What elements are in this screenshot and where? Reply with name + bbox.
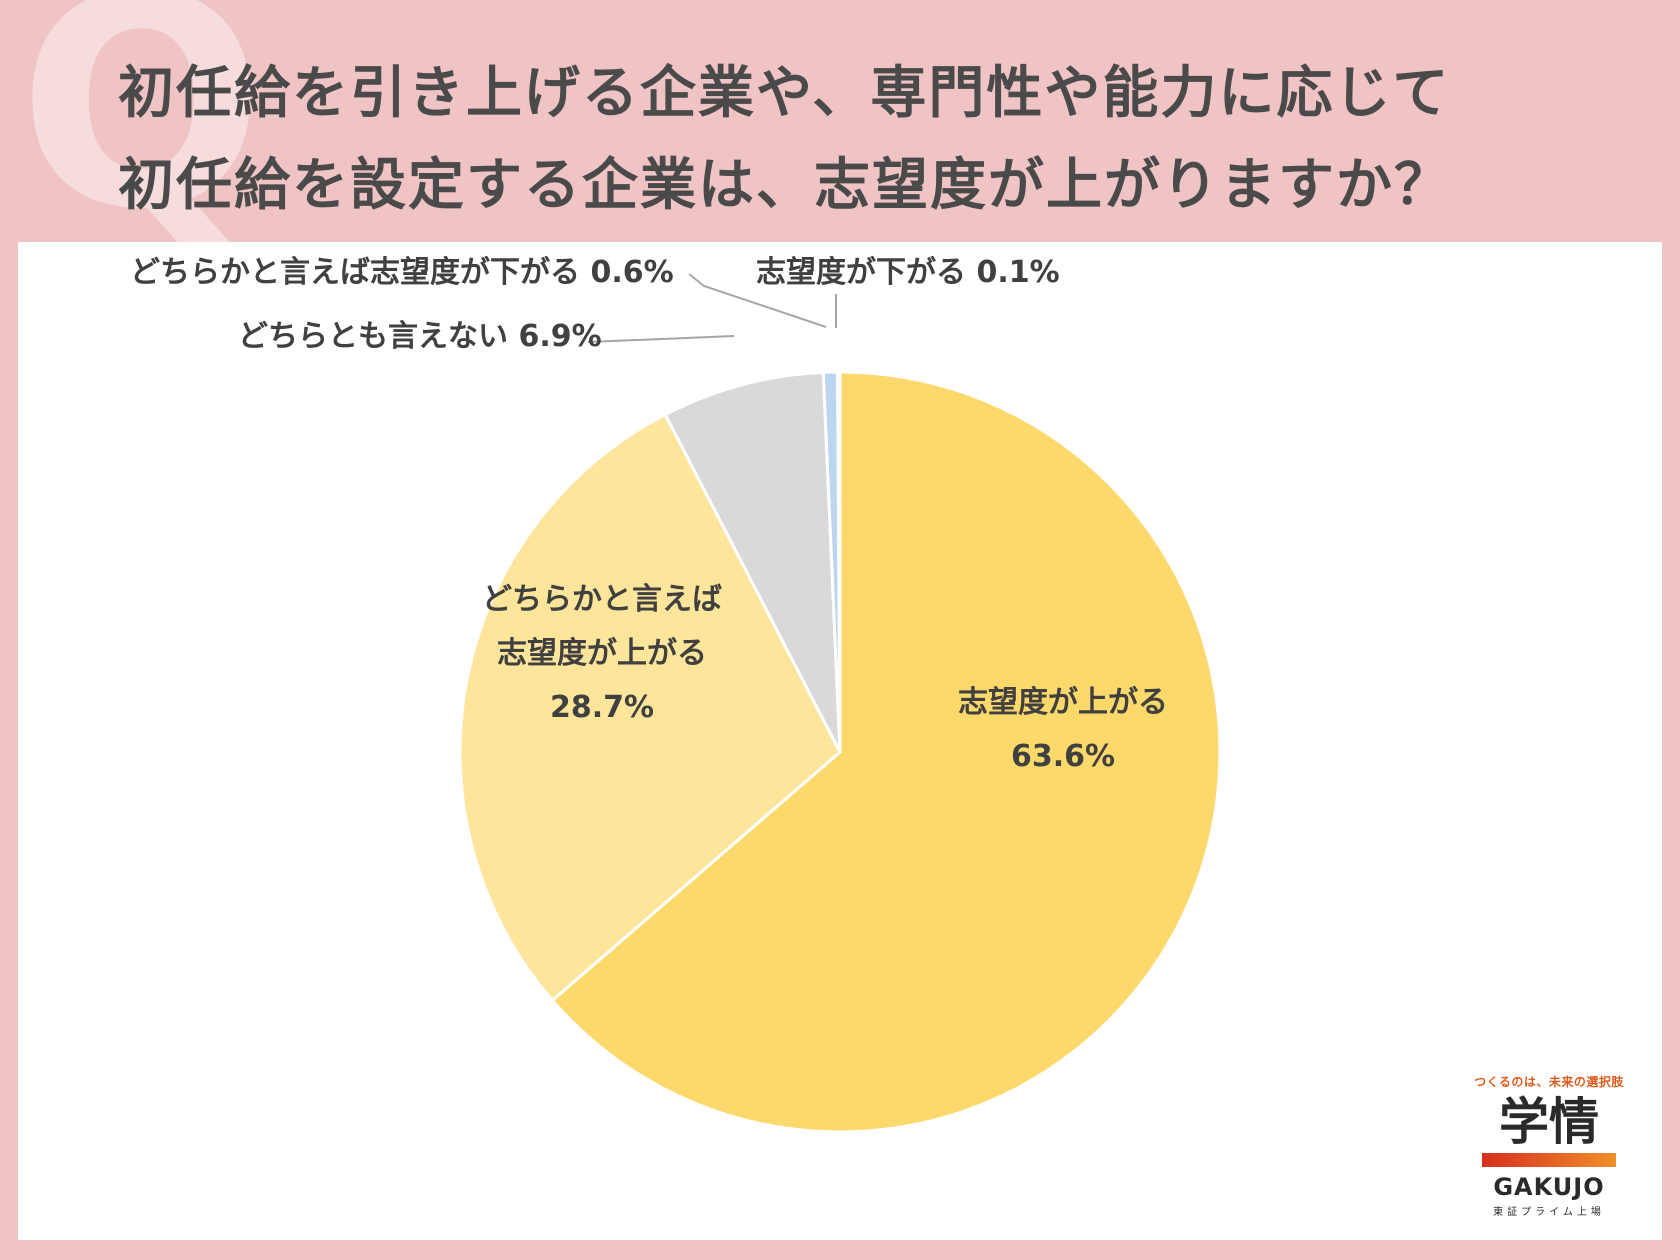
- pie-slices: [458, 370, 1222, 1134]
- gakujo-logo: つくるのは、未来の選択肢 学情 GAKUJO 東証プライム上場: [1474, 1073, 1624, 1219]
- label-slice-1-line-1: 志望度が上がる: [958, 685, 1168, 720]
- label-slice-2-line-3: 28.7%: [550, 690, 654, 725]
- pie-slice-3: [663, 370, 842, 753]
- outside-label-1: どちらかと言えば志望度が下がる 0.6%: [130, 255, 674, 290]
- pie-slice-5: [836, 370, 842, 753]
- leader-lines: [587, 273, 837, 343]
- logo-subtitle: 東証プライム上場: [1493, 1207, 1605, 1218]
- q-watermark: Q: [18, 0, 265, 273]
- logo-mark: 学情: [1499, 1092, 1599, 1151]
- slice-labels: 志望度が上がる63.6%どちらかと言えば志望度が上がる28.7%どちらかと言えば…: [130, 255, 1168, 774]
- logo-gradient-bar: [1482, 1153, 1616, 1167]
- label-slice-2-line-1: どちらかと言えば: [482, 582, 722, 617]
- leader-line-1: [688, 273, 827, 328]
- page-title: 初任給を引き上げる企業や、専門性や能力に応じて 初任給を設定する企業は、志望度が…: [118, 48, 1452, 232]
- pie-slice-1: [550, 370, 1222, 1134]
- outside-label-2: 志望度が下がる 0.1%: [756, 255, 1060, 290]
- logo-tagline: つくるのは、未来の選択肢: [1474, 1074, 1624, 1089]
- pie-slice-2: [458, 412, 842, 1003]
- leader-line-3: [587, 335, 735, 343]
- logo-name: GAKUJO: [1493, 1173, 1605, 1201]
- label-slice-1-line-2: 63.6%: [1011, 739, 1115, 774]
- pie-chart: 志望度が上がる63.6%どちらかと言えば志望度が上がる28.7%どちらかと言えば…: [130, 255, 1222, 1134]
- chart-panel: 志望度が上がる 63.6% どちらかと言えば 志望度が上がる 28.7% どちらかと言えば…: [18, 242, 1662, 1240]
- label-slice-2-line-2: 志望度が上がる: [497, 636, 707, 671]
- title-line-2: 初任給を設定する企業は、志望度が上がりますか？: [118, 153, 1452, 218]
- title-line-1: 初任給を引き上げる企業や、専門性や能力に応じて: [118, 61, 1451, 126]
- outside-label-3: どちらとも言えない 6.9%: [238, 319, 602, 354]
